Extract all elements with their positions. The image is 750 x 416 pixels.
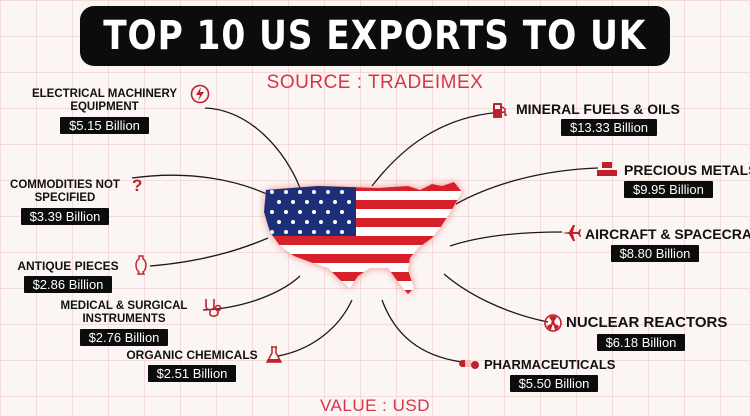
connector-electrical [204, 107, 301, 189]
connector-precious [455, 167, 599, 205]
title-banner: TOP 10 US EXPORTS TO UK [80, 6, 670, 66]
export-mineral-fuels: MINERAL FUELS & OILS $13.33 Billion [516, 101, 726, 137]
export-value: $9.95 Billion [624, 181, 713, 198]
export-value: $2.76 Billion [79, 329, 169, 346]
fuel-pump-icon [493, 103, 507, 118]
export-electrical-machinery: ELECTRICAL MACHINERY EQUIPMENT $5.15 Bil… [12, 88, 197, 135]
airplane-icon [562, 225, 581, 241]
export-commodities: COMMODITIES NOT SPECIFIED $3.39 Billion [2, 179, 128, 226]
export-label: COMMODITIES NOT SPECIFIED [10, 179, 120, 204]
export-value: $2.51 Billion [147, 365, 237, 382]
export-label: AIRCRAFT & SPACECRAFT [585, 226, 750, 242]
connector-pharma [381, 299, 463, 363]
export-label: PHARMACEUTICALS [484, 357, 616, 372]
export-value: $8.80 Billion [610, 245, 700, 262]
usa-flag-map [264, 182, 462, 294]
export-aircraft: AIRCRAFT & SPACECRAFT $8.80 Billion [585, 226, 750, 263]
export-value: $13.33 Billion [560, 119, 658, 136]
export-label: ORGANIC CHEMICALS [126, 348, 258, 362]
export-value: $5.50 Billion [509, 375, 599, 392]
stethoscope-icon [205, 299, 222, 317]
export-pharmaceuticals: PHARMACEUTICALS $5.50 Billion [484, 357, 644, 393]
antique-vase-icon [135, 255, 147, 275]
export-antique-pieces: ANTIQUE PIECES $2.86 Billion [6, 259, 130, 294]
export-label: ELECTRICAL MACHINERY EQUIPMENT [31, 88, 178, 113]
connector-organic [277, 299, 353, 357]
export-organic-chemicals: ORGANIC CHEMICALS $2.51 Billion [118, 348, 266, 383]
page-title: TOP 10 US EXPORTS TO UK [103, 13, 647, 59]
question-mark-icon: ? [132, 176, 143, 195]
export-label: ANTIQUE PIECES [17, 259, 119, 273]
export-medical-instruments: MEDICAL & SURGICAL INSTRUMENTS $2.76 Bil… [48, 300, 200, 347]
flask-icon [266, 346, 282, 363]
export-value: $2.86 Billion [23, 276, 113, 293]
connector-nuclear [443, 273, 549, 323]
export-precious-metals: PRECIOUS METALS $9.95 Billion [624, 162, 750, 199]
connector-medical [202, 275, 301, 311]
connector-aircraft [449, 231, 563, 247]
lightning-icon [190, 84, 210, 104]
connector-mineral [371, 111, 506, 187]
reactor-icon [544, 314, 562, 332]
export-nuclear-reactors: NUCLEAR REACTORS $6.18 Billion [566, 314, 750, 352]
export-value: $3.39 Billion [20, 208, 110, 225]
export-label: MINERAL FUELS & OILS [516, 101, 680, 117]
export-value: $6.18 Billion [596, 334, 686, 351]
value-unit-label: VALUE : USD [319, 396, 431, 415]
source-label: SOURCE : TRADEIMEX [266, 72, 484, 93]
pills-icon [459, 360, 479, 369]
export-label: NUCLEAR REACTORS [566, 314, 728, 331]
export-value: $5.15 Billion [60, 117, 149, 134]
export-label: PRECIOUS METALS [624, 162, 750, 178]
gold-bars-icon [597, 162, 617, 176]
connector-commodities [131, 174, 276, 199]
connector-antique [149, 237, 269, 267]
export-label: MEDICAL & SURGICAL INSTRUMENTS [60, 300, 188, 325]
